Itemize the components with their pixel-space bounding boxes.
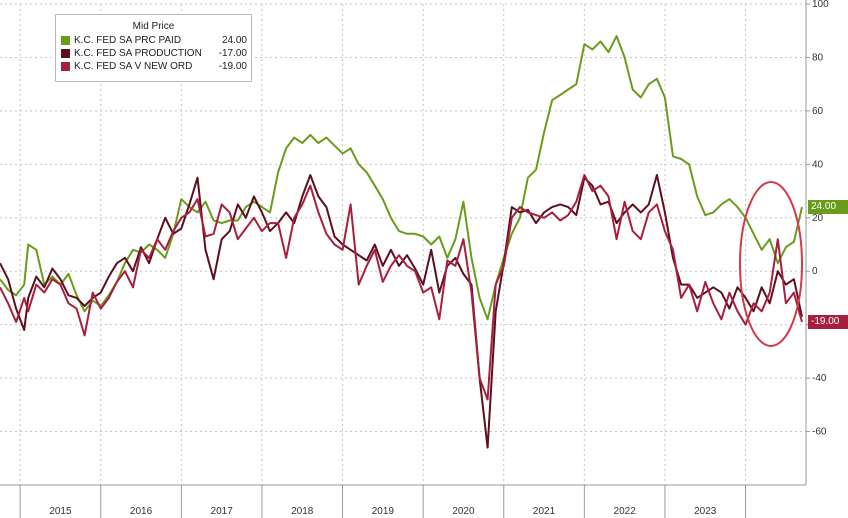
legend-value-production: -17.00 (218, 48, 247, 59)
y-tick-label: 0 (812, 266, 818, 277)
y-tick-label: 100 (812, 0, 829, 10)
end-label-new-ord: -19.00 (808, 314, 848, 329)
series-line-new-ord (0, 174, 803, 401)
y-tick-label: -40 (812, 373, 827, 384)
legend-swatch-production (61, 49, 70, 58)
legend-title: Mid Price (132, 21, 175, 32)
x-tick-label: 2019 (372, 506, 395, 517)
x-tick-label: 2017 (211, 506, 234, 517)
y-tick-label: 80 (812, 52, 824, 63)
legend-item-prc-paid: K.C. FED SA PRC PAID 24.00 (56, 34, 251, 47)
legend-swatch-prc-paid (61, 36, 70, 45)
legend-item-new-ord: K.C. FED SA V NEW ORD -19.00 (56, 60, 251, 73)
legend-value-prc-paid: 24.00 (221, 35, 247, 46)
x-tick-label: 2015 (49, 506, 72, 517)
x-tick-label: 2023 (694, 506, 717, 517)
series-line-production (0, 174, 803, 449)
y-tick-label: 60 (812, 106, 824, 117)
legend: Mid Price K.C. FED SA PRC PAID 24.00 K.C… (55, 14, 252, 82)
y-tick-label: -60 (812, 427, 827, 438)
highlight-ellipse (739, 181, 803, 347)
y-tick-label: 40 (812, 159, 824, 170)
legend-label-production: K.C. FED SA PRODUCTION (74, 48, 202, 59)
x-tick-label: 2022 (614, 506, 637, 517)
x-tick-label: 2020 (452, 506, 475, 517)
legend-label-prc-paid: K.C. FED SA PRC PAID (74, 35, 182, 46)
y-tick-label: 20 (812, 213, 824, 224)
x-tick-label: 2018 (291, 506, 314, 517)
x-tick-label: 2016 (130, 506, 153, 517)
legend-item-production: K.C. FED SA PRODUCTION -17.00 (56, 47, 251, 60)
series-line-prc-paid (0, 35, 803, 321)
legend-swatch-new-ord (61, 62, 70, 71)
x-tick-label: 2021 (533, 506, 556, 517)
legend-value-new-ord: -19.00 (218, 61, 247, 72)
end-label-prc-paid: 24.00 (808, 200, 848, 215)
legend-label-new-ord: K.C. FED SA V NEW ORD (74, 61, 193, 72)
